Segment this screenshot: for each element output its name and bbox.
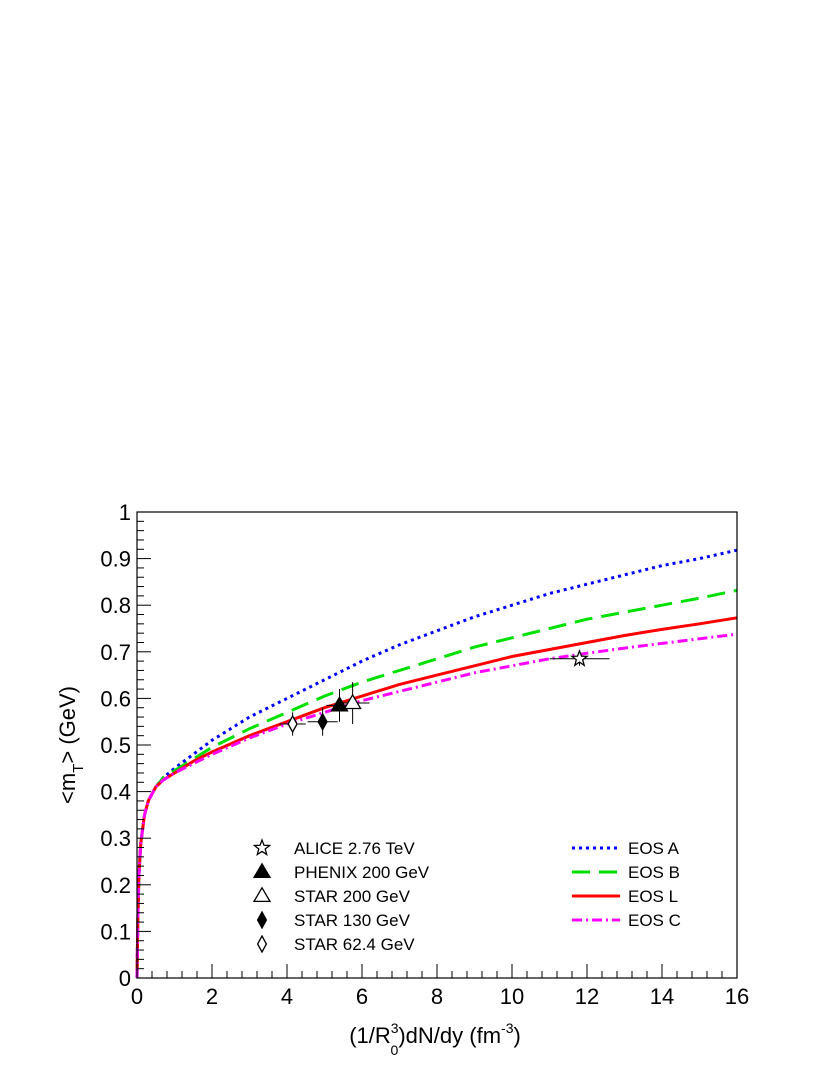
x-axis-title: (1/R3 0)dN/dy (fm-3) bbox=[349, 1020, 521, 1058]
x-tick-label: 0 bbox=[131, 984, 143, 1009]
x-tick-label: 6 bbox=[356, 984, 368, 1009]
y-tick-label: 0.8 bbox=[100, 593, 131, 618]
data-point-phenix-200-gev bbox=[326, 689, 353, 722]
data-points bbox=[279, 648, 610, 736]
x-tick-label: 10 bbox=[500, 984, 524, 1009]
legend-entry-eos-b: EOS B bbox=[572, 863, 680, 882]
legend-entry-star-62-4-gev: STAR 62.4 GeV bbox=[256, 934, 415, 954]
data-point-star-200-gev bbox=[335, 682, 370, 725]
marker-filled-diamond bbox=[317, 712, 328, 732]
x-tick-label: 2 bbox=[206, 984, 218, 1009]
y-tick-label: 0.7 bbox=[100, 640, 131, 665]
legend-marker-filled-diamond bbox=[256, 910, 268, 930]
legend-label: EOS L bbox=[628, 887, 678, 906]
legend-entry-eos-a: EOS A bbox=[572, 839, 680, 858]
legend-label: STAR 62.4 GeV bbox=[294, 935, 415, 954]
legend-entry-alice-2-76-tev: ALICE 2.76 TeV bbox=[252, 838, 415, 858]
legend-entry-eos-l: EOS L bbox=[572, 887, 678, 906]
y-tick-label: 0.3 bbox=[100, 826, 131, 851]
data-point-star-62-4-gev bbox=[279, 712, 306, 736]
y-tick-label: 0.2 bbox=[100, 873, 131, 898]
y-tick-label: 0.4 bbox=[100, 780, 131, 805]
legend-entry-phenix-200-gev: PHENIX 200 GeV bbox=[252, 862, 430, 882]
legend-entry-star-130-gev: STAR 130 GeV bbox=[256, 910, 411, 930]
legend-label: EOS B bbox=[628, 863, 680, 882]
y-axis-title: <mT> (GeV) bbox=[55, 686, 87, 804]
data-point-star-130-gev bbox=[307, 707, 338, 736]
marker-filled-triangle bbox=[330, 695, 349, 712]
marker-open-diamond bbox=[287, 714, 298, 734]
x-tick-label: 12 bbox=[575, 984, 599, 1009]
y-tick-label: 0 bbox=[119, 966, 131, 991]
y-tick-label: 0.9 bbox=[100, 547, 131, 572]
legend-marker-open-star bbox=[252, 838, 272, 856]
legend-marker-open-triangle bbox=[252, 886, 272, 903]
legend-marker-filled-triangle bbox=[252, 862, 272, 879]
legend-label: PHENIX 200 GeV bbox=[294, 863, 430, 882]
marker-open-triangle bbox=[343, 693, 362, 710]
y-tick-label: 0.1 bbox=[100, 919, 131, 944]
legend-label: STAR 130 GeV bbox=[294, 911, 411, 930]
x-tick-label: 4 bbox=[281, 984, 293, 1009]
y-tick-label: 0.6 bbox=[100, 686, 131, 711]
legend-label: ALICE 2.76 TeV bbox=[294, 839, 415, 858]
legend-marker-open-diamond bbox=[256, 934, 268, 954]
y-tick-label: 0.5 bbox=[100, 733, 131, 758]
x-tick-label: 8 bbox=[431, 984, 443, 1009]
axes: 0 2 4 6 8 10 12 14 16 0 0.1 0.2 0.3 0.4 0.5 0.6 0.7 0.8 0.… bbox=[100, 500, 749, 1009]
x-tick-label: 16 bbox=[725, 984, 749, 1009]
legend: ALICE 2.76 TeV PHENIX 200 GeV STAR 200 GeV… bbox=[252, 838, 681, 954]
legend-label: STAR 200 GeV bbox=[294, 887, 411, 906]
legend-entry-star-200-gev: STAR 200 GeV bbox=[252, 886, 411, 906]
legend-label: EOS A bbox=[628, 839, 680, 858]
data-point-alice-2-76-tev bbox=[549, 648, 610, 667]
marker-open-star bbox=[570, 648, 589, 667]
legend-label: EOS C bbox=[628, 911, 681, 930]
x-tick-label: 14 bbox=[650, 984, 674, 1009]
y-tick-label: 1 bbox=[119, 500, 131, 525]
legend-entry-eos-c: EOS C bbox=[572, 911, 681, 930]
